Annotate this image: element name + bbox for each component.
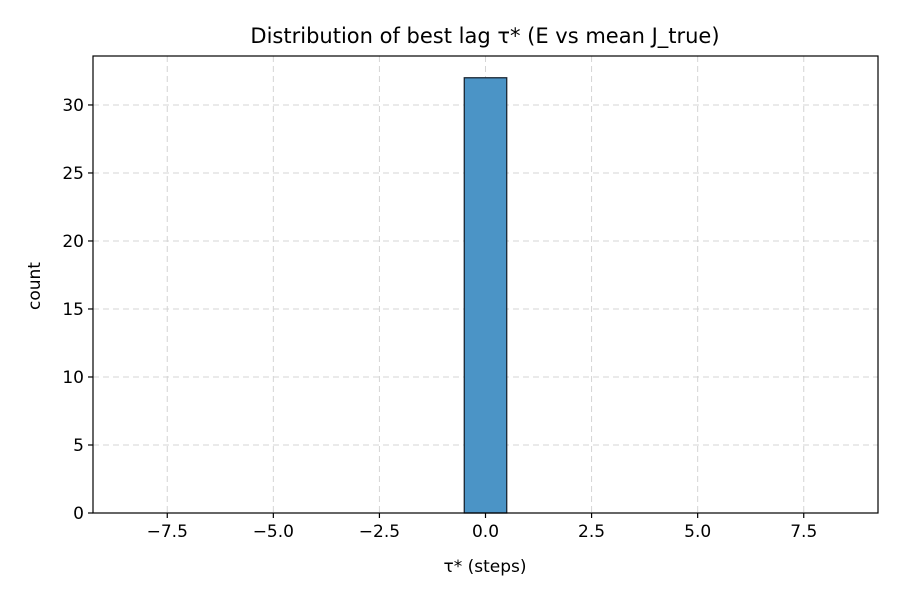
y-tick-label-5: 25	[62, 164, 84, 184]
x-tick-label-0: −7.5	[147, 522, 188, 542]
x-axis-label: τ* (steps)	[443, 557, 526, 577]
x-tick-label-4: 2.5	[578, 522, 605, 542]
y-axis-label: count	[25, 262, 45, 310]
bars	[463, 77, 508, 514]
y-tick-label-2: 10	[62, 368, 84, 388]
histogram-bar-8	[463, 77, 508, 514]
y-tick-label-1: 5	[73, 436, 84, 456]
y-axis-ticks: 0 5 10 15 20 25 30	[62, 96, 93, 524]
x-tick-label-5: 5.0	[684, 522, 711, 542]
y-tick-label-6: 30	[62, 96, 84, 116]
x-tick-label-1: −5.0	[253, 522, 294, 542]
x-axis-ticks: −7.5 −5.0 −2.5 0.0 2.5 5.0 7.5	[147, 513, 817, 542]
x-tick-label-6: 7.5	[790, 522, 817, 542]
x-tick-label-2: −2.5	[359, 522, 400, 542]
y-tick-label-4: 20	[62, 232, 84, 252]
y-tick-label-0: 0	[73, 504, 84, 524]
chart-title: Distribution of best lag τ* (E vs mean J…	[250, 24, 719, 49]
x-tick-label-3: 0.0	[472, 522, 499, 542]
y-tick-label-3: 15	[62, 300, 84, 320]
